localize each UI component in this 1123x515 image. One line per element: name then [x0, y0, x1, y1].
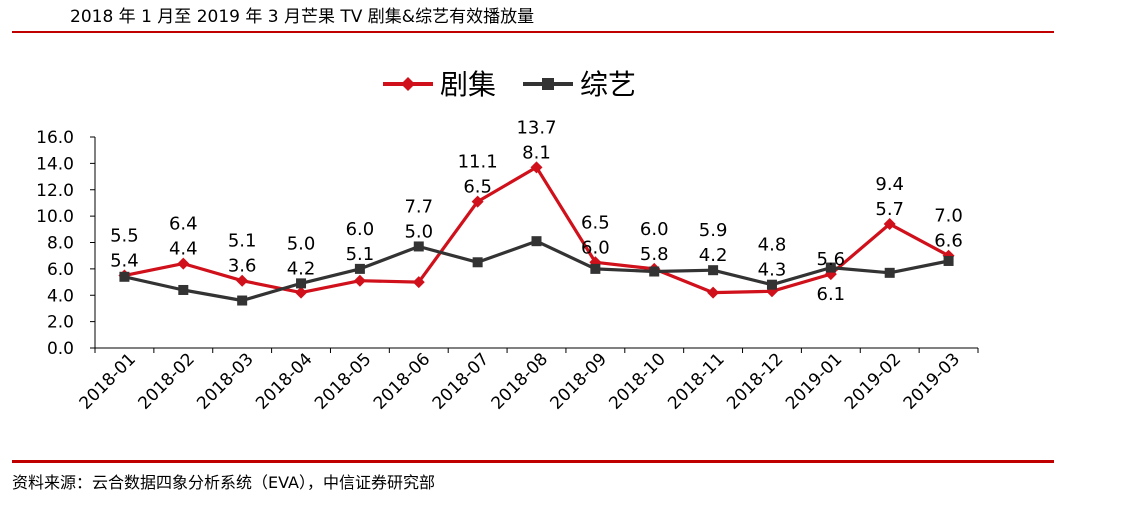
drama-point	[295, 286, 308, 299]
y-tick-label: 10.0	[36, 207, 74, 227]
x-tick-label: 2018-04	[252, 349, 316, 413]
drama-data-label: 11.1	[458, 152, 498, 173]
legend-marker-diamond	[401, 77, 415, 91]
drama-data-label: 6.5	[581, 212, 610, 233]
drama-data-label: 6.1	[817, 284, 846, 305]
drama-data-label: 5.5	[110, 225, 139, 246]
data-labels: 5.5 6.4 5.1 5.0 6.0 7.7 11.1 13.7 6.5 6.0 5.9 4.8 6.…	[110, 117, 963, 305]
variety-data-label: 4.3	[758, 260, 787, 281]
variety-data-label: 4.4	[169, 239, 198, 260]
variety-point	[354, 263, 365, 274]
x-tick-label: 2018-05	[311, 349, 375, 413]
x-tick-label: 2018-12	[723, 349, 787, 413]
y-tick-label: 16.0	[36, 128, 74, 148]
y-tick-label: 8.0	[47, 234, 74, 254]
drama-point	[236, 274, 249, 287]
legend-label-0: 剧集	[440, 68, 496, 101]
drama-data-label: 7.0	[934, 206, 963, 227]
variety-point	[237, 295, 248, 306]
x-tick-label: 2018-10	[605, 349, 669, 413]
drama-data-label: 13.7	[516, 117, 556, 138]
top-rule	[12, 31, 1054, 33]
x-tick-label: 2019-03	[900, 349, 964, 413]
variety-data-label: 6.6	[934, 231, 963, 252]
drama-data-label: 5.1	[228, 231, 257, 252]
variety-data-label: 5.7	[875, 199, 904, 220]
variety-data-label: 5.4	[110, 250, 139, 271]
variety-point	[472, 257, 483, 268]
x-axis-tick-labels: 2018-012018-022018-032018-042018-052018-…	[76, 349, 965, 413]
variety-data-label: 3.6	[228, 256, 257, 277]
drama-point	[530, 161, 543, 174]
x-tick-label: 2018-11	[664, 349, 728, 413]
drama-data-label: 7.7	[404, 196, 433, 217]
variety-data-label: 6.5	[463, 177, 492, 198]
variety-data-label: 5.1	[346, 244, 375, 265]
y-axis-tick-labels: 0.0 2.0 4.0 6.0 8.0 10.0 12.0 14.0 16.0	[36, 128, 74, 359]
legend-label-1: 综艺	[580, 68, 636, 101]
drama-data-label: 5.0	[287, 233, 316, 254]
variety-point	[649, 266, 660, 277]
drama-data-label: 9.4	[875, 174, 904, 195]
drama-point	[353, 274, 366, 287]
chart-caption: 2018 年 1 月至 2019 年 3 月芒果 TV 剧集&综艺有效播放量	[70, 7, 535, 27]
variety-data-label: 4.2	[287, 258, 316, 279]
chart-axes	[90, 136, 979, 353]
x-tick-label: 2018-09	[547, 349, 611, 413]
drama-point	[471, 195, 484, 208]
y-tick-label: 2.0	[47, 313, 74, 333]
variety-point	[766, 279, 777, 290]
y-tick-label: 12.0	[36, 181, 74, 201]
y-tick-label: 6.0	[47, 260, 74, 280]
drama-point	[883, 218, 896, 231]
drama-data-label: 6.0	[346, 219, 375, 240]
drama-data-label: 5.9	[699, 220, 728, 241]
x-tick-label: 2018-06	[370, 349, 434, 413]
variety-point	[119, 271, 130, 282]
drama-point	[177, 257, 190, 270]
variety-data-label: 4.2	[699, 245, 728, 266]
x-tick-label: 2019-01	[782, 349, 846, 413]
drama-data-label: 4.8	[758, 235, 787, 256]
x-tick-label: 2018-08	[488, 349, 552, 413]
x-tick-label: 2018-07	[429, 349, 493, 413]
variety-point	[943, 255, 954, 266]
y-tick-label: 0.0	[47, 339, 74, 359]
y-tick-label: 14.0	[36, 154, 74, 174]
variety-point	[413, 241, 424, 252]
variety-data-label: 8.1	[522, 142, 551, 163]
variety-point	[590, 263, 601, 274]
legend-marker-square	[542, 78, 554, 90]
drama-data-label: 6.4	[169, 214, 198, 235]
variety-point	[178, 284, 189, 295]
variety-data-label: 6.0	[581, 237, 610, 258]
variety-point	[708, 265, 719, 276]
x-tick-label: 2018-02	[134, 349, 198, 413]
variety-point	[884, 267, 895, 278]
x-tick-label: 2018-03	[193, 349, 257, 413]
drama-point	[412, 276, 425, 289]
variety-data-label: 5.8	[640, 244, 669, 265]
variety-point	[825, 262, 836, 273]
series-markers	[118, 161, 955, 306]
legend: 剧集 综艺	[383, 68, 636, 101]
variety-point	[296, 278, 307, 289]
y-tick-label: 4.0	[47, 286, 74, 306]
drama-data-label: 6.0	[640, 219, 669, 240]
variety-data-label: 5.0	[404, 221, 433, 242]
variety-data-label: 5.6	[817, 249, 846, 270]
bottom-rule	[12, 460, 1054, 463]
drama-point	[707, 286, 720, 299]
x-tick-label: 2018-01	[76, 349, 140, 413]
source-note: 资料来源：云合数据四象分析系统（EVA），中信证券研究部	[12, 473, 435, 492]
variety-point	[531, 236, 542, 247]
x-tick-label: 2019-02	[841, 349, 905, 413]
